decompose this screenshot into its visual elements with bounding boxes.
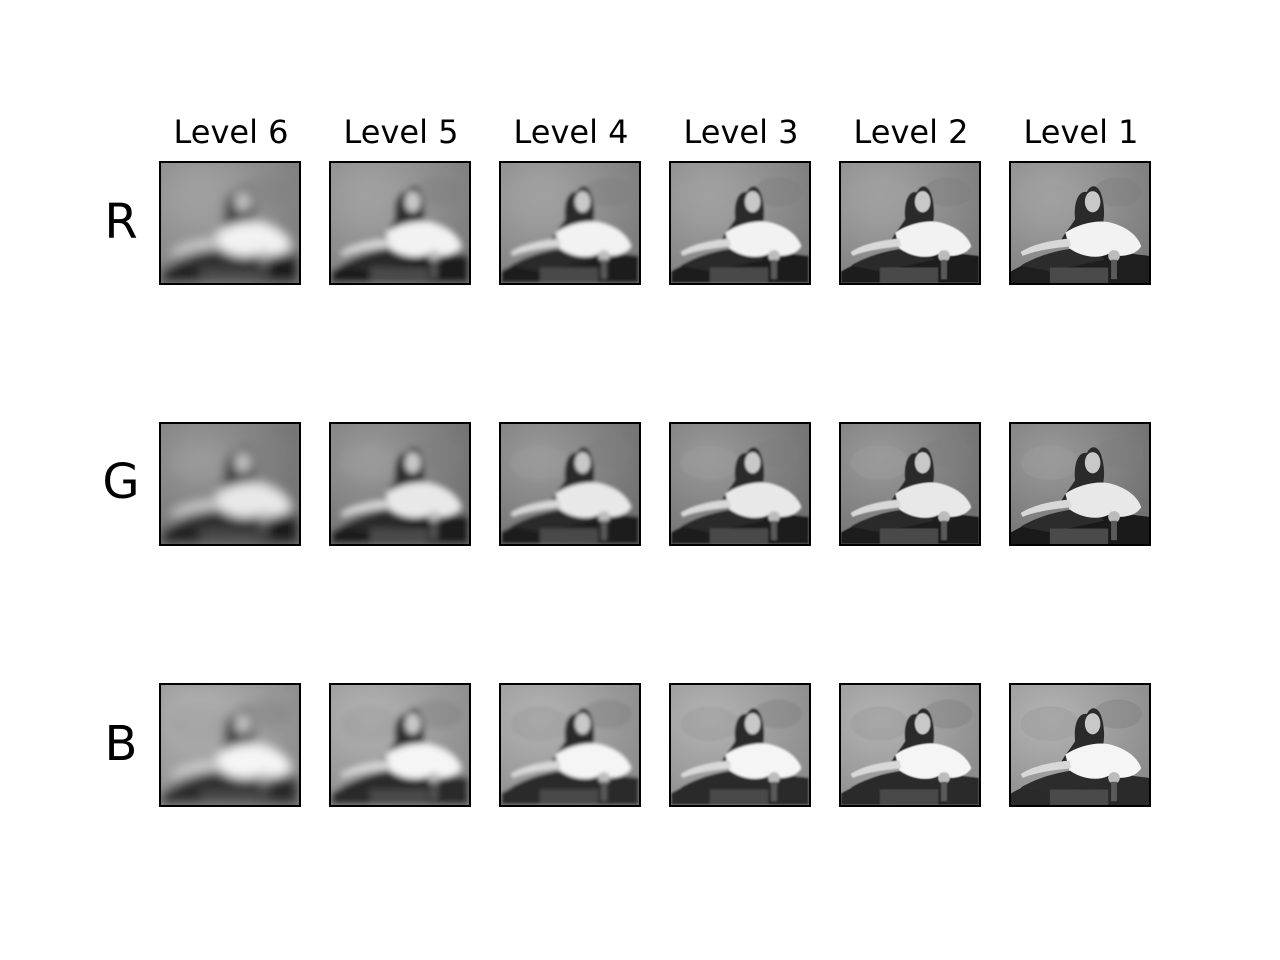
image-panel-b-level-2 — [839, 683, 981, 807]
row-label-g: G — [102, 454, 140, 510]
row-label-r: R — [104, 194, 138, 250]
image-panel-g-level-4 — [499, 422, 641, 546]
image-panel-r-level-6 — [159, 161, 301, 285]
image-panel-g-level-3 — [669, 422, 811, 546]
image-panel-b-level-1 — [1009, 683, 1151, 807]
image-panel-r-level-4 — [499, 161, 641, 285]
image-panel-b-level-4 — [499, 683, 641, 807]
image-panel-r-level-1 — [1009, 161, 1151, 285]
column-title-level-5: Level 5 — [343, 113, 459, 151]
column-title-level-1: Level 1 — [1023, 113, 1139, 151]
image-panel-g-level-5 — [329, 422, 471, 546]
image-panel-b-level-3 — [669, 683, 811, 807]
image-panel-b-level-5 — [329, 683, 471, 807]
image-panel-g-level-6 — [159, 422, 301, 546]
image-panel-r-level-3 — [669, 161, 811, 285]
column-title-level-4: Level 4 — [513, 113, 629, 151]
image-panel-b-level-6 — [159, 683, 301, 807]
image-panel-g-level-2 — [839, 422, 981, 546]
column-title-level-2: Level 2 — [853, 113, 969, 151]
column-title-level-6: Level 6 — [173, 113, 289, 151]
row-label-b: B — [104, 716, 138, 772]
image-panel-r-level-2 — [839, 161, 981, 285]
image-panel-g-level-1 — [1009, 422, 1151, 546]
column-title-level-3: Level 3 — [683, 113, 799, 151]
image-panel-r-level-5 — [329, 161, 471, 285]
